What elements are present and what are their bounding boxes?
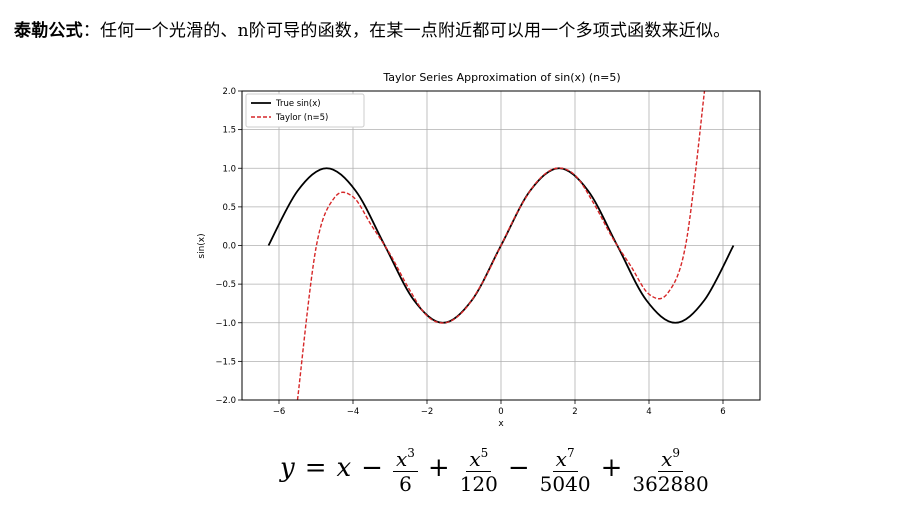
x-tick-label: 4 xyxy=(646,407,651,417)
term-x7-exp: 7 xyxy=(566,445,575,460)
taylor-chart: Taylor Series Approximation of sin(x) (n… xyxy=(197,71,761,429)
taylor-formula: y = x − x3 6 + x5 120 − x7 5040 + x9 362… xyxy=(280,440,740,496)
x-axis-label: x xyxy=(498,419,504,429)
term-x7-base: x xyxy=(555,446,567,471)
term-x9-base: x xyxy=(661,446,673,471)
term-x5-base: x xyxy=(469,446,481,471)
intro-sentence: 泰勒公式：任何一个光滑的、n阶可导的函数，在某一点附近都可以用一个多项式函数来近… xyxy=(14,18,904,44)
x-tick-label: 2 xyxy=(572,407,577,417)
formula-x: x xyxy=(336,453,352,483)
intro-term: 泰勒公式 xyxy=(14,21,83,41)
term-x9: x9 362880 xyxy=(632,442,708,495)
term-x3-den: 6 xyxy=(399,471,412,496)
y-tick-label: −1.0 xyxy=(215,319,236,329)
formula-equals: = xyxy=(304,453,327,483)
legend-label-taylor: Taylor (n=5) xyxy=(275,113,328,123)
formula-lhs: y xyxy=(280,453,295,483)
chart-title: Taylor Series Approximation of sin(x) (n… xyxy=(382,71,620,84)
y-tick-label: 1.5 xyxy=(222,126,236,136)
y-tick-label: −0.5 xyxy=(215,280,236,290)
formula-plus-1: + xyxy=(427,453,450,483)
series-lines xyxy=(267,91,735,400)
formula-plus-2: + xyxy=(600,453,623,483)
y-tick-label: 0.5 xyxy=(222,203,236,213)
term-x7-den: 5040 xyxy=(539,471,591,496)
y-tick-label: −2.0 xyxy=(215,396,236,406)
x-tick-label: −6 xyxy=(273,407,286,417)
y-tick-label: 0.0 xyxy=(222,242,236,252)
intro-text: 任何一个光滑的、n阶可导的函数，在某一点附近都可以用一个多项式函数来近似。 xyxy=(100,21,731,41)
term-x3-base: x xyxy=(395,446,408,471)
legend-label-true: True sin(x) xyxy=(275,99,321,109)
term-x5-exp: 5 xyxy=(480,445,489,460)
series-line-taylor xyxy=(296,91,706,400)
y-tick-label: −1.5 xyxy=(215,357,236,367)
legend-box xyxy=(245,93,365,128)
y-tick-label: 2.0 xyxy=(222,87,236,97)
formula-minus-2: − xyxy=(507,453,530,483)
term-x5: x5 120 xyxy=(460,442,498,495)
y-axis-label: sin(x) xyxy=(197,233,207,258)
y-tick-label: 1.0 xyxy=(222,164,236,174)
axis-ticks: −6 −4 −2 0 2 4 6 −2.0 −1.5 −1.0 −0.5 0.0 0.5 1.0 1.5 2.… xyxy=(215,87,725,417)
term-x9-exp: 9 xyxy=(672,445,681,460)
formula-minus-1: − xyxy=(361,453,383,483)
term-x3-exp: 3 xyxy=(407,445,415,460)
plot-frame xyxy=(241,90,761,401)
x-tick-label: −4 xyxy=(347,407,360,417)
intro-colon: ： xyxy=(82,21,101,41)
term-x7: x7 5040 xyxy=(540,442,591,495)
term-x3: x3 6 xyxy=(392,442,418,496)
x-tick-label: 0 xyxy=(498,407,503,417)
term-x9-den: 362880 xyxy=(632,471,709,496)
x-tick-label: 6 xyxy=(720,407,725,417)
legend: True sin(x) Taylor (n=5) xyxy=(245,93,365,128)
term-x5-den: 120 xyxy=(459,471,498,496)
x-tick-label: −2 xyxy=(421,407,434,417)
